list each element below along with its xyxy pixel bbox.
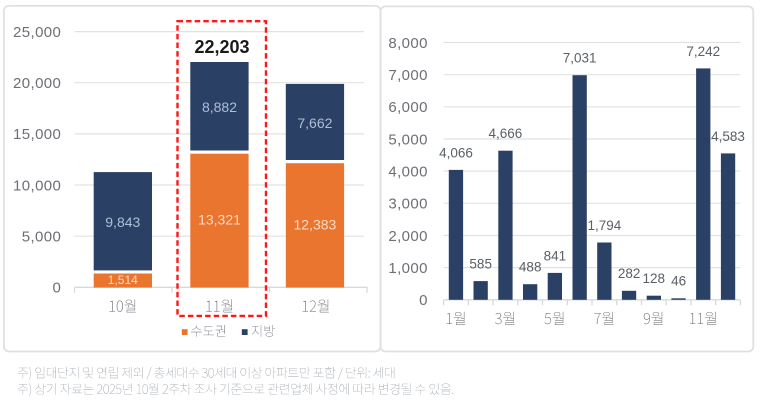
svg-text:2,000: 2,000 xyxy=(388,228,428,245)
svg-text:4,066: 4,066 xyxy=(439,145,473,160)
svg-text:12,383: 12,383 xyxy=(293,217,336,233)
svg-text:585: 585 xyxy=(469,257,492,272)
svg-text:13,321: 13,321 xyxy=(198,212,241,228)
svg-text:7,242: 7,242 xyxy=(686,44,720,59)
svg-text:6,000: 6,000 xyxy=(388,99,428,116)
svg-text:488: 488 xyxy=(519,260,542,275)
svg-text:4,000: 4,000 xyxy=(388,163,428,180)
svg-text:8,882: 8,882 xyxy=(202,99,237,115)
svg-text:8,000: 8,000 xyxy=(388,35,428,52)
svg-text:20,000: 20,000 xyxy=(13,75,61,92)
svg-text:4,666: 4,666 xyxy=(489,126,523,141)
svg-text:1,000: 1,000 xyxy=(388,260,428,277)
svg-text:282: 282 xyxy=(618,266,641,281)
svg-text:25,000: 25,000 xyxy=(13,24,61,41)
svg-text:1,514: 1,514 xyxy=(108,273,138,287)
svg-text:5,000: 5,000 xyxy=(388,131,428,148)
svg-text:9,843: 9,843 xyxy=(105,214,140,230)
svg-text:7,662: 7,662 xyxy=(297,115,332,131)
svg-text:1,794: 1,794 xyxy=(588,218,622,233)
svg-text:128: 128 xyxy=(643,271,666,286)
svg-text:10,000: 10,000 xyxy=(13,177,61,194)
svg-text:7,031: 7,031 xyxy=(563,51,597,66)
svg-text:841: 841 xyxy=(544,248,567,263)
svg-text:22,203: 22,203 xyxy=(194,37,249,57)
svg-text:4,583: 4,583 xyxy=(711,129,745,144)
svg-text:0: 0 xyxy=(53,280,62,297)
svg-text:0: 0 xyxy=(419,292,428,309)
svg-text:5,000: 5,000 xyxy=(22,229,62,246)
svg-text:15,000: 15,000 xyxy=(13,126,61,143)
svg-text:46: 46 xyxy=(671,274,686,289)
svg-text:7,000: 7,000 xyxy=(388,67,428,84)
svg-text:3,000: 3,000 xyxy=(388,196,428,213)
